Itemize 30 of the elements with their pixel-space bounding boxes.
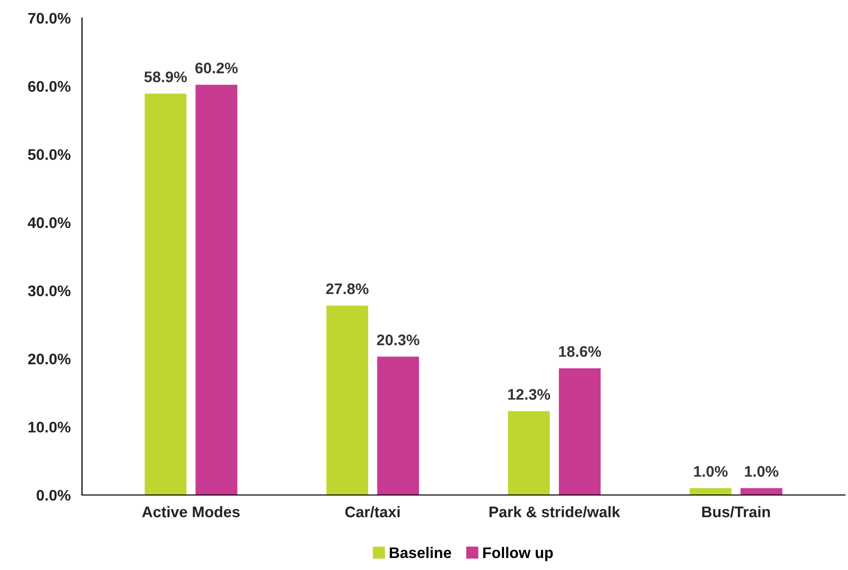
- data-label: 60.2%: [195, 62, 238, 74]
- legend-label: Follow up: [483, 546, 553, 562]
- y-tick-label: 70.0%: [28, 12, 70, 24]
- data-label: 18.6%: [559, 346, 602, 357]
- bar: [196, 84, 238, 495]
- data-label: 12.3%: [508, 389, 550, 400]
- bar: [690, 488, 732, 495]
- y-tick-label: 50.0%: [28, 149, 70, 160]
- bar: [326, 306, 368, 495]
- y-tick-label: 60.0%: [28, 81, 70, 92]
- x-tick-label: Bus/Train: [702, 506, 770, 518]
- y-tick-label: 40.0%: [28, 217, 70, 228]
- x-tick-label: Park & stride/walk: [490, 506, 620, 518]
- bar: [558, 368, 601, 495]
- bar: [144, 94, 186, 495]
- x-tick-label: Car/taxi: [345, 506, 400, 518]
- bar: [377, 356, 419, 495]
- data-label: 58.9%: [144, 71, 187, 82]
- data-label: 27.8%: [326, 283, 368, 294]
- bar: [508, 411, 550, 495]
- y-tick-label: 20.0%: [28, 354, 70, 364]
- data-label: 1.0%: [694, 466, 728, 477]
- data-label: 1.0%: [744, 466, 778, 477]
- y-tick-label: 0.0%: [36, 490, 70, 501]
- y-tick-label: 10.0%: [28, 422, 70, 433]
- data-label: 20.3%: [376, 334, 420, 346]
- bar: [740, 488, 782, 495]
- x-tick-label: Active Modes: [142, 506, 240, 518]
- legend-label: Baseline: [390, 546, 452, 558]
- y-tick-label: 30.0%: [28, 285, 70, 296]
